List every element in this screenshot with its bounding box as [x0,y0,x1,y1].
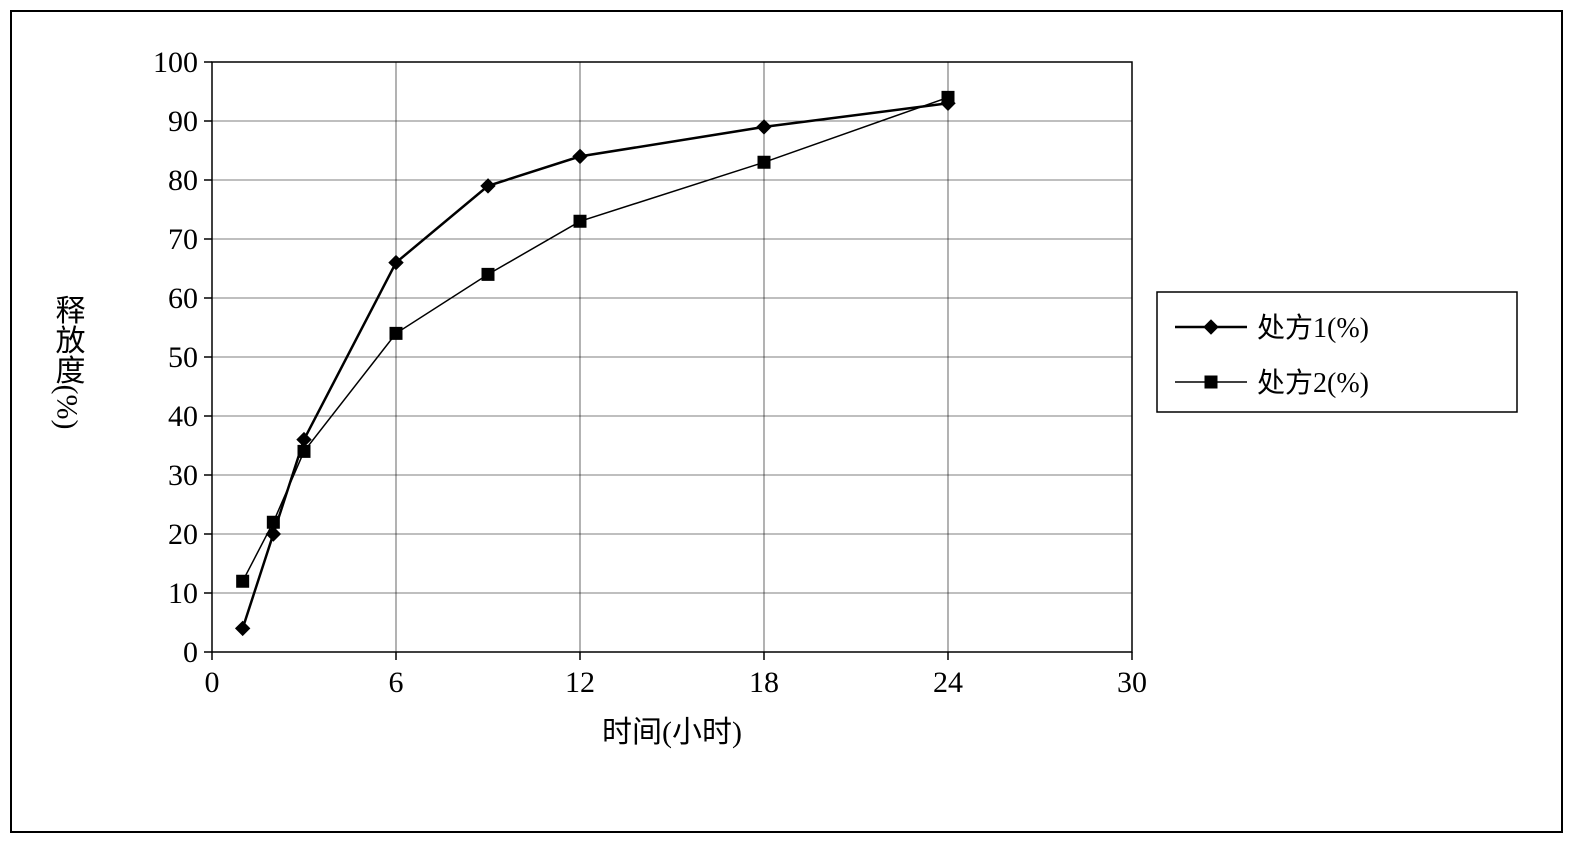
svg-text:20: 20 [168,518,198,551]
line-chart: 0 10 20 30 40 50 60 70 80 90 100 0 6 12 18 24 30 释放度(%) 时间… [22,32,1555,825]
svg-text:40: 40 [168,400,198,433]
svg-text:0: 0 [205,666,220,699]
svg-text:90: 90 [168,105,198,138]
series-marker-0 [757,120,771,134]
series-marker-1 [758,156,770,168]
chart-outer-frame: 0 10 20 30 40 50 60 70 80 90 100 0 6 12 18 24 30 释放度(%) 时间… [10,10,1563,833]
svg-text:30: 30 [168,459,198,492]
svg-text:50: 50 [168,341,198,374]
series-marker-1 [574,215,586,227]
series-line-1 [243,97,948,581]
series-marker-0 [266,527,280,541]
series-marker-1 [237,575,249,587]
series-marker-1 [298,445,310,457]
series-marker-1 [482,268,494,280]
svg-text:60: 60 [168,282,198,315]
svg-text:24: 24 [933,666,963,699]
svg-text:6: 6 [389,666,404,699]
x-axis-label: 时间(小时) [602,716,742,749]
series-marker-1 [942,91,954,103]
series-marker-0 [236,621,250,635]
svg-text:30: 30 [1117,666,1147,699]
svg-text:80: 80 [168,164,198,197]
series-line-0 [243,103,948,628]
svg-text:0: 0 [183,636,198,669]
svg-text:70: 70 [168,223,198,256]
series-marker-0 [573,149,587,163]
series-marker-1 [267,516,279,528]
legend-label-1: 处方2(%) [1257,367,1369,399]
y-axis-label: 释放度(%) [51,295,86,430]
svg-text:12: 12 [565,666,595,699]
svg-text:100: 100 [153,46,198,79]
svg-text:10: 10 [168,577,198,610]
svg-text:18: 18 [749,666,779,699]
legend-label-0: 处方1(%) [1257,312,1369,344]
series-marker-1 [390,327,402,339]
legend: 处方1(%) 处方2(%) [1157,292,1517,412]
chart-container: 0 10 20 30 40 50 60 70 80 90 100 0 6 12 18 24 30 释放度(%) 时间… [22,32,1551,821]
